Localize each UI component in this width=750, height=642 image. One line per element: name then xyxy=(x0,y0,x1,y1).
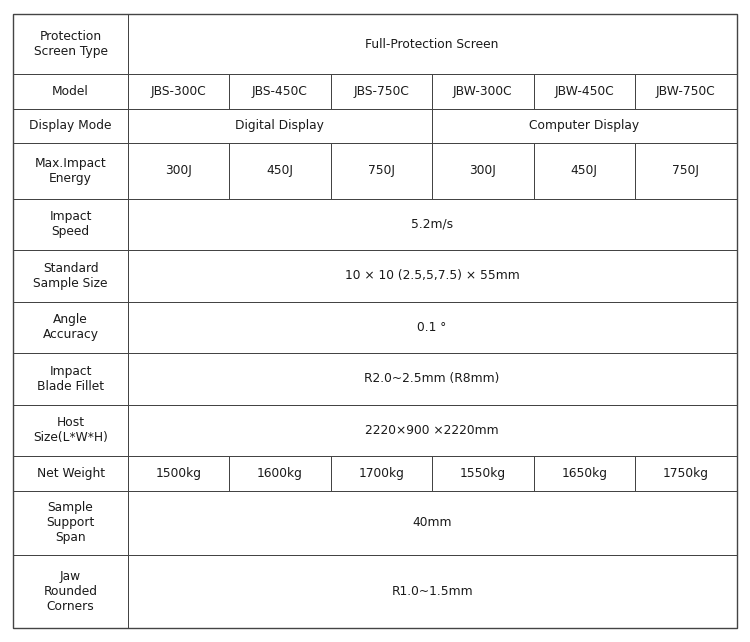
Text: 5.2m/s: 5.2m/s xyxy=(411,218,453,231)
Bar xyxy=(230,143,331,198)
Bar xyxy=(13,108,128,143)
Bar xyxy=(128,353,736,404)
Text: Max.Impact
Energy: Max.Impact Energy xyxy=(34,157,106,185)
Text: JBS-300C: JBS-300C xyxy=(151,85,206,98)
Text: JBW-750C: JBW-750C xyxy=(656,85,716,98)
Text: Display Mode: Display Mode xyxy=(29,119,112,132)
Text: 40mm: 40mm xyxy=(413,516,452,529)
Text: 1550kg: 1550kg xyxy=(460,467,506,480)
Text: 1500kg: 1500kg xyxy=(155,467,202,480)
Bar xyxy=(331,74,432,108)
Bar xyxy=(13,353,128,404)
Text: Full-Protection Screen: Full-Protection Screen xyxy=(365,38,499,51)
Text: Angle
Accuracy: Angle Accuracy xyxy=(43,313,98,342)
Text: 300J: 300J xyxy=(470,164,496,177)
Bar xyxy=(13,14,128,74)
Text: 750J: 750J xyxy=(672,164,699,177)
Bar xyxy=(128,74,230,108)
Text: Impact
Speed: Impact Speed xyxy=(50,211,92,238)
Bar xyxy=(128,14,736,74)
Bar xyxy=(128,555,736,628)
Bar xyxy=(13,250,128,302)
Text: Impact
Blade Fillet: Impact Blade Fillet xyxy=(37,365,104,393)
Bar xyxy=(128,250,736,302)
Text: Sample
Support
Span: Sample Support Span xyxy=(46,501,94,544)
Text: Computer Display: Computer Display xyxy=(530,119,639,132)
Bar xyxy=(331,456,432,490)
Text: Protection
Screen Type: Protection Screen Type xyxy=(34,30,107,58)
Bar xyxy=(128,456,230,490)
Text: 450J: 450J xyxy=(266,164,293,177)
Bar xyxy=(13,143,128,198)
Bar xyxy=(128,198,736,250)
Text: 300J: 300J xyxy=(165,164,192,177)
Bar xyxy=(13,74,128,108)
Text: 450J: 450J xyxy=(571,164,598,177)
Text: R2.0~2.5mm (R8mm): R2.0~2.5mm (R8mm) xyxy=(364,372,500,385)
Text: 750J: 750J xyxy=(368,164,395,177)
Text: 10 × 10 (2.5,5,7.5) × 55mm: 10 × 10 (2.5,5,7.5) × 55mm xyxy=(345,270,520,282)
Text: 1700kg: 1700kg xyxy=(358,467,404,480)
Bar xyxy=(13,456,128,490)
Bar xyxy=(230,74,331,108)
Text: JBS-450C: JBS-450C xyxy=(252,85,308,98)
Text: 1750kg: 1750kg xyxy=(663,467,709,480)
Bar xyxy=(533,456,635,490)
Bar xyxy=(635,456,736,490)
Text: JBS-750C: JBS-750C xyxy=(353,85,410,98)
Bar xyxy=(128,302,736,353)
Bar xyxy=(230,456,331,490)
Bar xyxy=(432,143,533,198)
Text: JBW-300C: JBW-300C xyxy=(453,85,513,98)
Text: R1.0~1.5mm: R1.0~1.5mm xyxy=(392,585,473,598)
Bar xyxy=(432,108,736,143)
Bar xyxy=(13,198,128,250)
Bar xyxy=(13,404,128,456)
Text: 1650kg: 1650kg xyxy=(561,467,608,480)
Bar xyxy=(432,74,533,108)
Bar xyxy=(13,555,128,628)
Bar xyxy=(128,108,432,143)
Text: 2220×900 ×2220mm: 2220×900 ×2220mm xyxy=(365,424,499,437)
Text: 0.1 °: 0.1 ° xyxy=(418,321,447,334)
Bar xyxy=(533,74,635,108)
Bar xyxy=(13,490,128,555)
Bar xyxy=(13,302,128,353)
Bar xyxy=(331,143,432,198)
Bar xyxy=(635,74,736,108)
Text: JBW-450C: JBW-450C xyxy=(554,85,614,98)
Text: Standard
Sample Size: Standard Sample Size xyxy=(33,262,108,290)
Bar xyxy=(533,143,635,198)
Text: Model: Model xyxy=(53,85,89,98)
Text: 1600kg: 1600kg xyxy=(257,467,303,480)
Text: Host
Size(L*W*H): Host Size(L*W*H) xyxy=(33,417,108,444)
Bar xyxy=(635,143,736,198)
Text: Jaw
Rounded
Corners: Jaw Rounded Corners xyxy=(44,570,98,613)
Bar xyxy=(128,490,736,555)
Text: Net Weight: Net Weight xyxy=(37,467,105,480)
Bar xyxy=(128,143,230,198)
Bar xyxy=(128,404,736,456)
Text: Digital Display: Digital Display xyxy=(236,119,324,132)
Bar xyxy=(432,456,533,490)
